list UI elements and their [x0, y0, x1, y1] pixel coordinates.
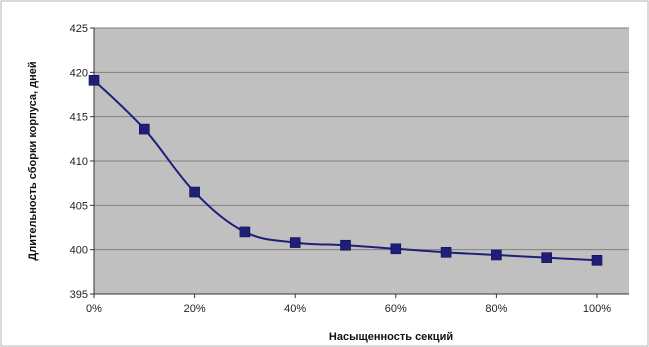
data-point-marker — [390, 243, 402, 255]
y-tick-label: 400 — [70, 245, 88, 257]
gridlines — [94, 27, 629, 251]
x-tick-label: 20% — [184, 303, 206, 315]
data-point-marker — [440, 247, 452, 258]
x-tick-label: 60% — [385, 303, 407, 315]
series-layer — [88, 75, 603, 266]
data-point-marker — [139, 123, 150, 135]
y-tick-label: 425 — [70, 23, 88, 35]
data-point-marker — [189, 186, 200, 198]
data-point-marker — [340, 239, 351, 251]
data-point-marker — [591, 255, 603, 266]
x-axis-title: Насыщенность секций — [329, 331, 453, 343]
data-point-marker — [289, 237, 301, 248]
y-tick-labels: 395 400 405 410 415 420 425 — [70, 23, 88, 301]
y-tick-label: 415 — [70, 112, 88, 124]
y-tick-label: 395 — [70, 289, 88, 301]
data-point-marker — [491, 249, 502, 261]
data-point-marker — [239, 226, 251, 238]
x-tick-label: 0% — [86, 303, 102, 315]
y-tick-label: 420 — [70, 67, 88, 79]
x-tick-labels: 0% 20% 40% 60% 80% 100% — [86, 303, 611, 315]
y-axis-title: Длительность сборки корпуса, дней — [27, 61, 39, 260]
y-tick-label: 410 — [70, 156, 88, 168]
y-tick-label: 405 — [70, 200, 88, 212]
data-point-marker — [541, 252, 553, 263]
data-point-marker — [88, 75, 100, 86]
x-tick-label: 80% — [485, 303, 507, 315]
x-tick-label: 40% — [284, 303, 306, 315]
x-tick-label: 100% — [583, 303, 611, 315]
series-line — [93, 79, 598, 262]
axes — [90, 27, 629, 298]
